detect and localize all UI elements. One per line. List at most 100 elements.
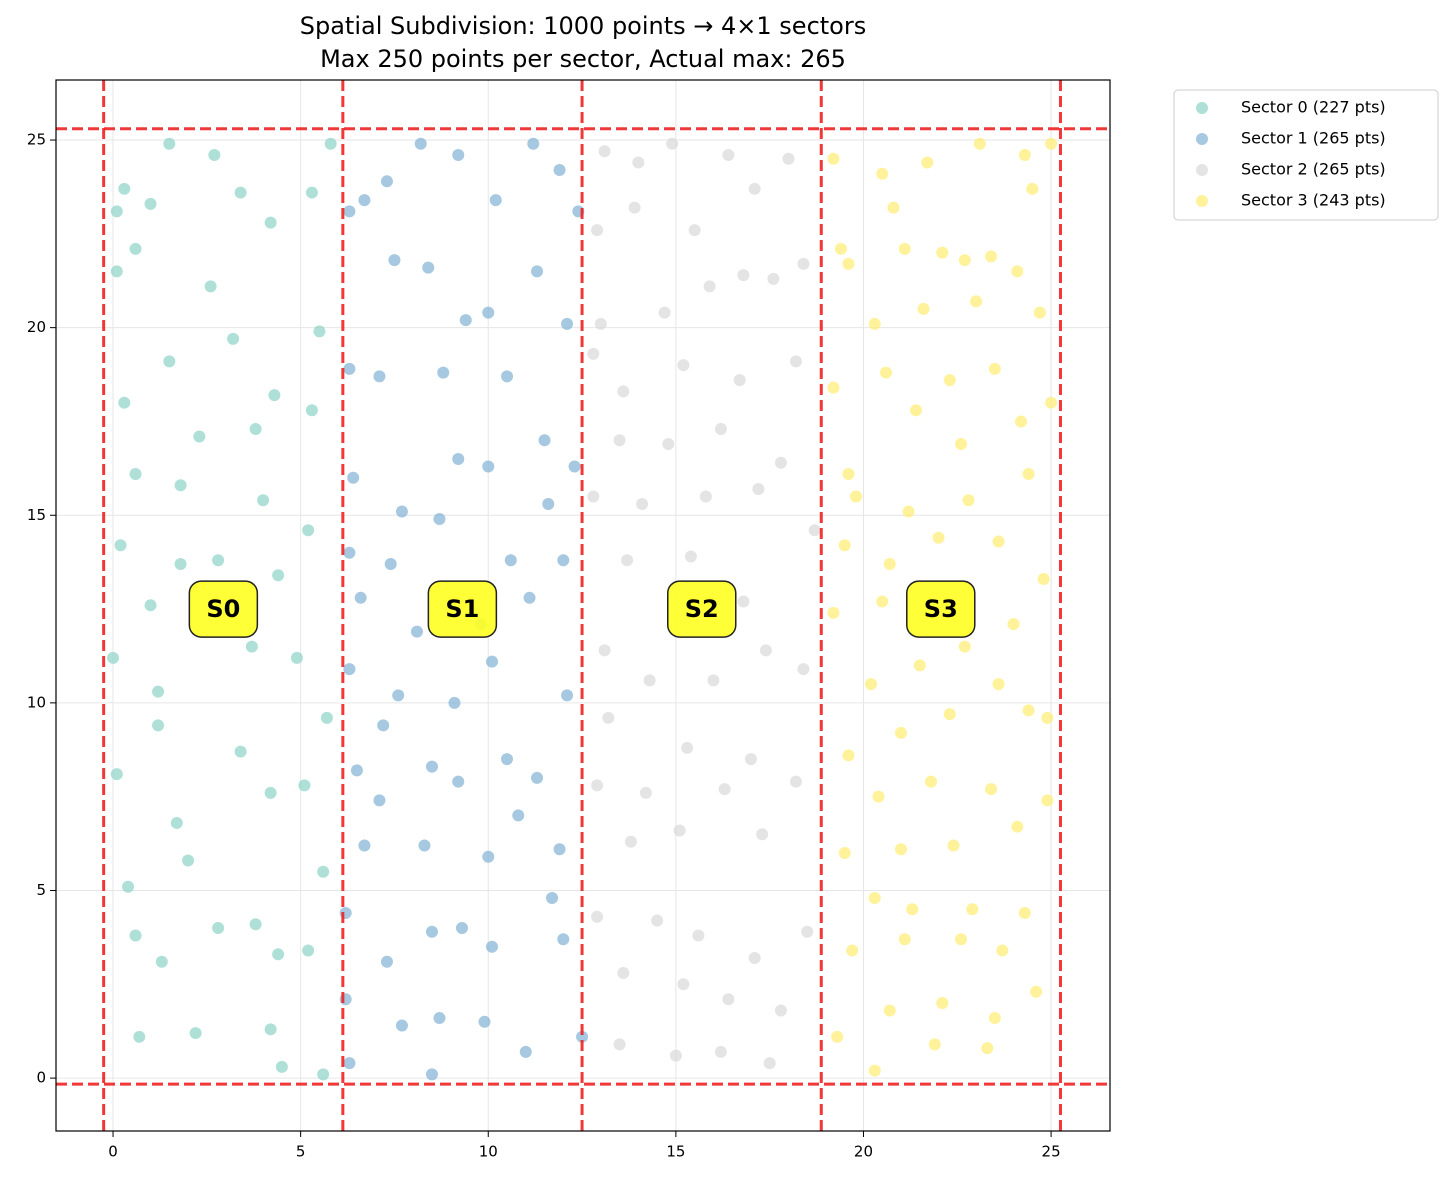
point <box>868 1064 881 1077</box>
point <box>921 156 934 169</box>
point <box>681 741 694 754</box>
point <box>876 167 889 180</box>
point <box>895 726 908 739</box>
point <box>257 494 270 507</box>
sector-label-box <box>906 580 976 638</box>
point <box>486 940 499 953</box>
point <box>898 242 911 255</box>
point <box>561 689 574 702</box>
point <box>598 644 611 657</box>
point <box>107 651 120 664</box>
point <box>380 175 393 188</box>
point <box>482 460 495 473</box>
point <box>932 531 945 544</box>
point <box>943 708 956 721</box>
point <box>433 513 446 526</box>
point <box>152 685 165 698</box>
point <box>591 779 604 792</box>
point <box>591 910 604 923</box>
point <box>519 1045 532 1058</box>
point <box>624 835 637 848</box>
point <box>868 891 881 904</box>
legend-label: Sector 2 (265 pts) <box>1241 160 1386 179</box>
point <box>895 843 908 856</box>
point <box>902 505 915 518</box>
point <box>249 422 262 435</box>
point <box>317 865 330 878</box>
point <box>883 1004 896 1017</box>
legend-label: Sector 1 (265 pts) <box>1241 129 1386 148</box>
point <box>846 944 859 957</box>
point <box>182 854 195 867</box>
point <box>801 925 814 938</box>
point <box>797 663 810 676</box>
point <box>133 1030 146 1043</box>
point <box>636 498 649 511</box>
point <box>110 265 123 278</box>
legend: Sector 0 (227 pts) Sector 1 (265 pts) Sect… <box>1173 89 1439 221</box>
point <box>305 186 318 199</box>
point <box>722 149 735 162</box>
point <box>613 1038 626 1051</box>
point <box>651 914 664 927</box>
point <box>842 257 855 270</box>
point <box>789 355 802 368</box>
point <box>1011 265 1024 278</box>
point <box>501 370 514 383</box>
point <box>1007 618 1020 631</box>
point <box>666 137 679 150</box>
point <box>350 764 363 777</box>
point <box>395 505 408 518</box>
point <box>748 952 761 965</box>
point <box>305 404 318 417</box>
point <box>208 149 221 162</box>
point <box>118 396 131 409</box>
point <box>422 261 435 274</box>
y-tick-label: 5 <box>36 881 46 899</box>
point <box>452 775 465 788</box>
point <box>827 152 840 165</box>
point <box>272 569 285 582</box>
point <box>613 434 626 447</box>
point <box>756 828 769 841</box>
point <box>174 558 187 571</box>
point <box>531 771 544 784</box>
point <box>868 317 881 330</box>
x-tick-label: 15 <box>666 1143 685 1161</box>
point <box>658 306 671 319</box>
point <box>748 182 761 195</box>
point <box>1045 396 1058 409</box>
point <box>320 711 333 724</box>
y-tick-label: 20 <box>27 318 46 336</box>
x-tick-label: 10 <box>479 1143 498 1161</box>
point <box>628 201 641 214</box>
point <box>992 678 1005 691</box>
point <box>973 137 986 150</box>
point <box>662 437 675 450</box>
point <box>245 640 258 653</box>
point <box>699 490 712 503</box>
point <box>688 224 701 237</box>
point <box>1041 711 1054 724</box>
point <box>1041 794 1054 807</box>
point <box>542 498 555 511</box>
point <box>538 434 551 447</box>
point <box>437 366 450 379</box>
point <box>1015 415 1028 428</box>
point <box>996 944 1009 957</box>
point <box>343 205 356 218</box>
point <box>831 1030 844 1043</box>
legend-label: Sector 0 (227 pts) <box>1241 98 1386 117</box>
point <box>152 719 165 732</box>
point <box>576 1030 589 1043</box>
point <box>144 197 157 210</box>
x-tick-label: 20 <box>854 1143 873 1161</box>
point <box>883 558 896 571</box>
point <box>298 779 311 792</box>
point <box>531 265 544 278</box>
point <box>302 944 315 957</box>
point <box>343 1057 356 1070</box>
point <box>302 524 315 537</box>
point <box>1018 149 1031 162</box>
